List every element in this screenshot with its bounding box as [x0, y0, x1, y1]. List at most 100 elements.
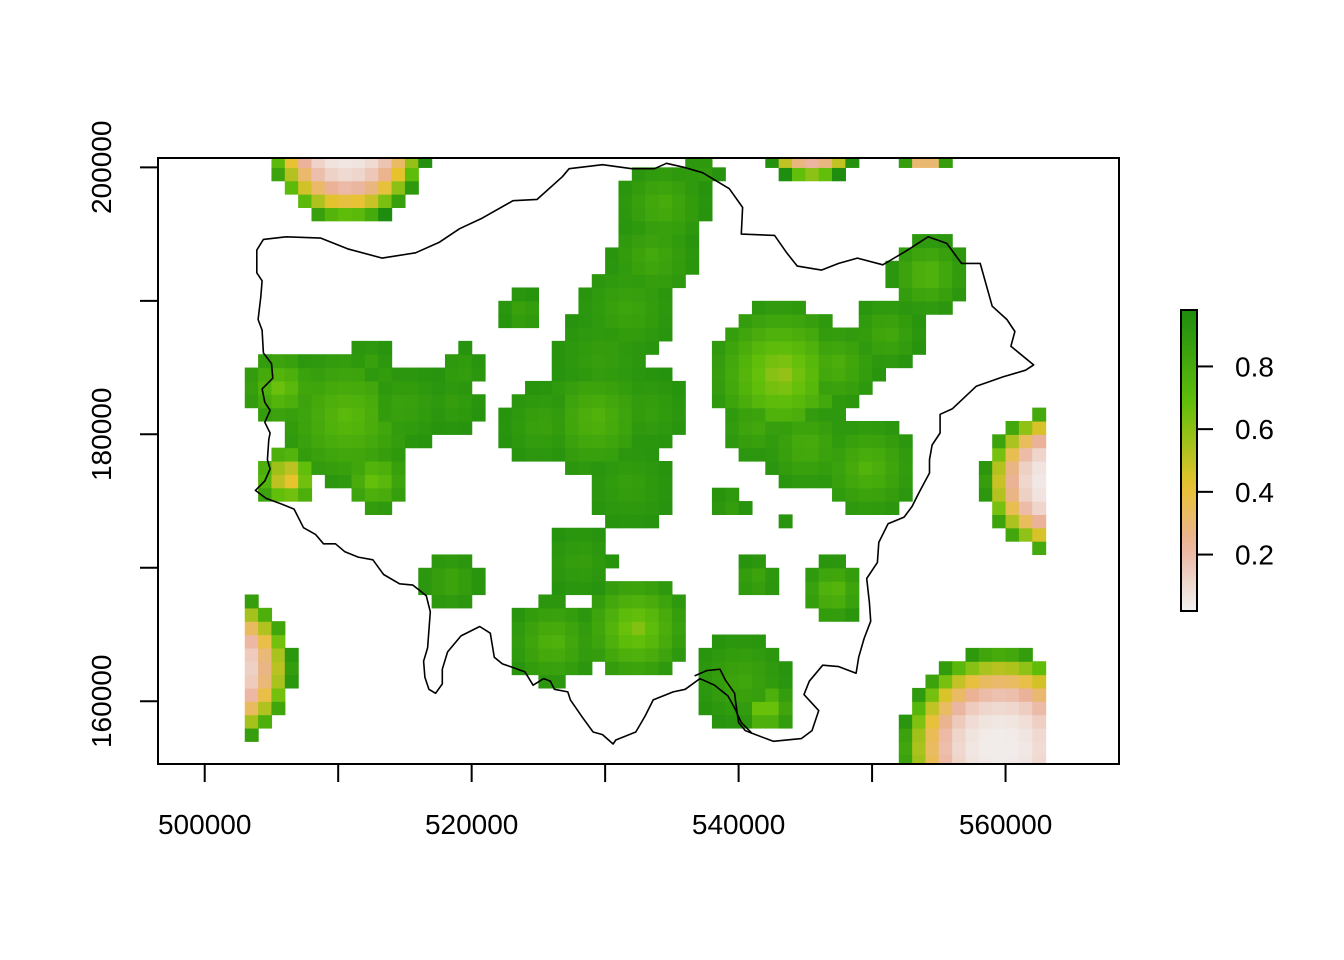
raster-cell [725, 367, 740, 382]
raster-cell [805, 594, 820, 609]
raster-cell [631, 661, 646, 676]
raster-cell [631, 474, 646, 489]
raster-cell [404, 434, 419, 449]
raster-cell [1005, 501, 1020, 515]
raster-cell [1032, 527, 1047, 542]
raster-cell [631, 407, 646, 422]
raster-cell [298, 167, 313, 182]
raster-cell [832, 327, 846, 342]
raster-cell [711, 340, 726, 355]
raster-cell [832, 581, 846, 596]
raster-cell [338, 380, 353, 395]
raster-cell [311, 434, 326, 449]
raster-cell [938, 754, 953, 764]
raster-cell [965, 714, 980, 729]
raster-cell [912, 727, 927, 742]
raster-cell [298, 367, 313, 382]
raster-cell [1005, 714, 1020, 729]
raster-cell [992, 714, 1007, 729]
raster-cell [565, 407, 580, 422]
raster-cell [778, 327, 793, 342]
raster-cell [751, 314, 766, 329]
y-tick-label: 160000 [86, 655, 117, 748]
raster-cell [978, 661, 993, 676]
raster-cell [778, 661, 793, 676]
raster-cell [885, 434, 900, 449]
raster-cell [658, 594, 673, 609]
raster-cell [298, 447, 313, 462]
raster-cell [671, 167, 686, 182]
raster-cell [738, 434, 753, 449]
raster-cell [885, 300, 900, 315]
raster-cell [1005, 434, 1020, 449]
raster-cell [711, 501, 726, 515]
raster-cell [898, 287, 913, 302]
raster-cell [751, 581, 766, 596]
raster-cell [618, 367, 633, 382]
raster-cell [618, 314, 633, 329]
raster-cell [845, 394, 860, 409]
raster-cell [778, 701, 793, 716]
raster-cell [645, 394, 660, 409]
raster-cell [258, 714, 273, 729]
raster-cell [605, 621, 620, 636]
raster-cell [912, 340, 927, 355]
raster-cell [778, 407, 793, 422]
raster-cell [578, 647, 593, 662]
raster-cell [925, 727, 940, 742]
raster-cell [671, 621, 686, 636]
raster-cell [444, 420, 459, 435]
raster-cell [645, 247, 660, 262]
raster-cell [551, 634, 566, 649]
raster-cell [458, 367, 473, 382]
raster-cell [324, 380, 339, 395]
raster-cell [511, 300, 526, 315]
raster-cell [618, 647, 633, 662]
raster-cell [444, 407, 459, 422]
raster-cell [591, 434, 606, 449]
raster-cell [645, 180, 660, 195]
raster-cell [338, 180, 353, 195]
raster-cell [751, 634, 766, 649]
raster-cell [845, 594, 860, 609]
raster-cell [271, 687, 286, 702]
raster-cell [658, 661, 673, 676]
raster-cell [538, 407, 553, 422]
raster-cell [898, 461, 913, 475]
raster-cell [578, 634, 593, 649]
raster-cell [845, 420, 860, 435]
raster-cell [858, 380, 873, 395]
raster-cell [311, 407, 326, 422]
raster-cell [578, 567, 593, 582]
raster-cell [378, 394, 393, 409]
raster-cell [1032, 461, 1047, 475]
raster-cell [618, 487, 633, 502]
raster-cell [645, 194, 660, 208]
raster-cell [631, 260, 646, 275]
raster-cell [605, 501, 620, 515]
raster-cell [1032, 447, 1047, 462]
raster-cell [565, 434, 580, 449]
raster-cell [351, 340, 366, 355]
raster-cell [244, 727, 259, 742]
raster-cell [832, 474, 846, 489]
raster-cell [765, 327, 780, 342]
raster-cell [965, 687, 980, 702]
raster-cell [992, 687, 1007, 702]
raster-cell [791, 354, 806, 369]
raster-cell [418, 367, 433, 382]
raster-cell [872, 367, 887, 382]
raster-cell [765, 300, 780, 315]
raster-cell [765, 687, 780, 702]
raster-cell [858, 447, 873, 462]
raster-cell [378, 158, 393, 168]
raster-cell [551, 420, 566, 435]
raster-cell [751, 420, 766, 435]
raster-cell [525, 647, 539, 662]
raster-cell [858, 367, 873, 382]
raster-cell [992, 647, 1007, 662]
raster-cell [938, 661, 953, 676]
raster-cell [538, 674, 553, 689]
raster-cell [1005, 474, 1020, 489]
raster-cell [658, 287, 673, 302]
